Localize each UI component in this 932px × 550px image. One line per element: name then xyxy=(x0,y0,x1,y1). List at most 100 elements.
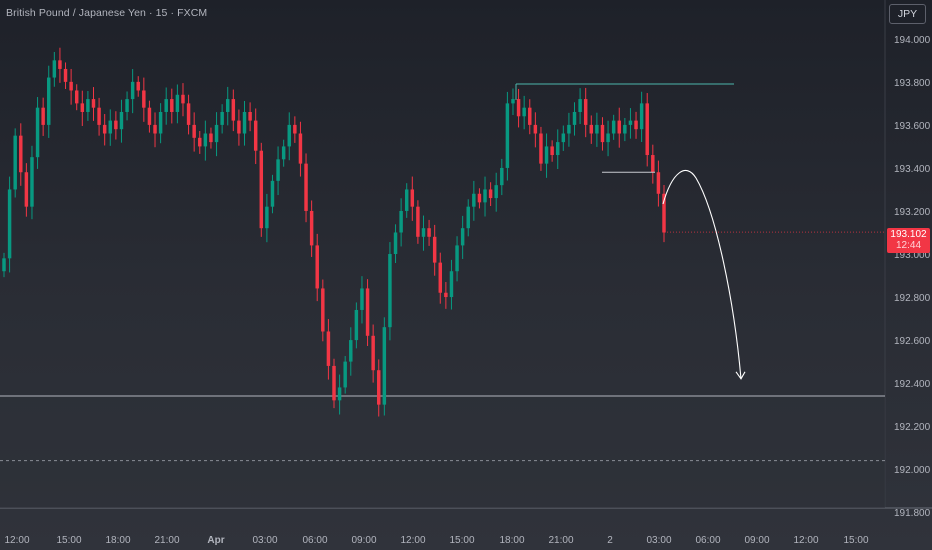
candle-body xyxy=(583,99,588,125)
candle-body xyxy=(466,206,470,229)
bar-countdown: 12:44 xyxy=(895,240,922,251)
candle-body xyxy=(444,292,448,298)
candle-body xyxy=(270,180,275,207)
candle-body xyxy=(19,135,23,173)
candle-body xyxy=(427,228,431,237)
candle-body xyxy=(293,124,297,134)
y-tick-label: 192.000 xyxy=(894,465,931,476)
candle-body xyxy=(393,232,398,255)
x-tick-label: 12:00 xyxy=(793,535,818,546)
candle-body xyxy=(449,271,454,298)
candle-body xyxy=(47,77,51,125)
y-tick-label: 192.200 xyxy=(894,422,931,433)
candle-body xyxy=(74,90,79,104)
candle-body xyxy=(119,111,124,130)
x-tick-label: 15:00 xyxy=(56,535,81,546)
y-tick-label: 193.200 xyxy=(894,207,931,218)
candle-body xyxy=(438,262,443,293)
y-tick-label: 192.600 xyxy=(894,336,931,347)
candle-body xyxy=(578,99,582,112)
candle-body xyxy=(606,133,610,143)
projection-arrow xyxy=(662,169,742,379)
candle-body xyxy=(102,124,107,134)
candle-body xyxy=(304,163,308,211)
candle-body xyxy=(69,81,73,91)
candle-body xyxy=(371,335,375,371)
y-tick-label: 193.400 xyxy=(894,164,931,175)
candle-body xyxy=(656,172,661,194)
candle-body xyxy=(349,340,353,362)
y-tick-label: 193.000 xyxy=(894,250,931,261)
candle-body xyxy=(533,124,538,134)
y-tick-label: 194.000 xyxy=(894,35,931,46)
candle-body xyxy=(522,107,526,117)
candle-body xyxy=(175,94,180,112)
candle-body xyxy=(410,189,415,207)
candle-body xyxy=(287,124,291,147)
candle-body xyxy=(2,258,6,272)
support-zone xyxy=(0,396,885,508)
candle-body xyxy=(192,124,196,138)
x-tick-label: 12:00 xyxy=(4,535,29,546)
candle-body xyxy=(114,120,118,130)
candle-body xyxy=(80,103,85,112)
candle-body xyxy=(203,133,208,147)
x-tick-label: 12:00 xyxy=(400,535,425,546)
candle-body xyxy=(125,99,129,112)
candle-body xyxy=(628,120,633,125)
currency-badge[interactable]: JPY xyxy=(889,4,926,24)
candle-body xyxy=(617,120,621,134)
candle-body xyxy=(550,146,554,156)
candle-body xyxy=(505,103,510,168)
candle-body xyxy=(24,172,29,207)
candle-body xyxy=(58,60,62,69)
candle-body xyxy=(63,68,68,82)
candle-body xyxy=(265,206,269,229)
candle-body xyxy=(388,254,392,328)
candle-body xyxy=(337,387,342,401)
last-price-value: 193.102 xyxy=(890,229,927,240)
candle-body xyxy=(97,107,101,125)
x-tick-label: 2 xyxy=(607,535,613,546)
candle-body xyxy=(237,120,241,134)
candle-body xyxy=(253,120,258,151)
candle-body xyxy=(360,288,364,310)
candle-body xyxy=(544,146,549,164)
candle-body xyxy=(595,124,599,134)
candle-body xyxy=(108,120,113,134)
candle-body xyxy=(326,331,331,366)
candle-body xyxy=(209,133,213,143)
candle-body xyxy=(164,99,168,112)
x-tick-label: 18:00 xyxy=(105,535,130,546)
candle-body xyxy=(248,111,252,121)
candle-body xyxy=(623,124,627,134)
candle-body xyxy=(259,150,264,229)
x-tick-label: 06:00 xyxy=(302,535,327,546)
candle-body xyxy=(611,120,616,134)
candle-body xyxy=(225,99,230,112)
candle-body xyxy=(500,167,504,186)
candle-body xyxy=(343,361,347,388)
y-tick-label: 191.800 xyxy=(894,508,931,519)
candle-body xyxy=(455,245,459,272)
candle-body xyxy=(136,81,140,91)
candle-body xyxy=(382,327,387,405)
candle-body xyxy=(13,135,17,190)
candle-body xyxy=(421,228,426,237)
candle-body xyxy=(572,111,577,125)
candle-body xyxy=(153,124,157,134)
x-tick-label: 09:00 xyxy=(351,535,376,546)
candle-body xyxy=(600,124,605,143)
x-tick-label: 03:00 xyxy=(646,535,671,546)
y-tick-label: 192.800 xyxy=(894,293,931,304)
x-tick-label: 03:00 xyxy=(252,535,277,546)
candle-body xyxy=(41,107,45,125)
candle-body xyxy=(488,189,493,199)
candle-body xyxy=(170,99,174,112)
candle-body xyxy=(483,189,487,203)
candle-body xyxy=(91,99,96,108)
candle-body xyxy=(298,133,303,164)
candle-body xyxy=(276,159,280,181)
candle-body xyxy=(516,99,521,117)
